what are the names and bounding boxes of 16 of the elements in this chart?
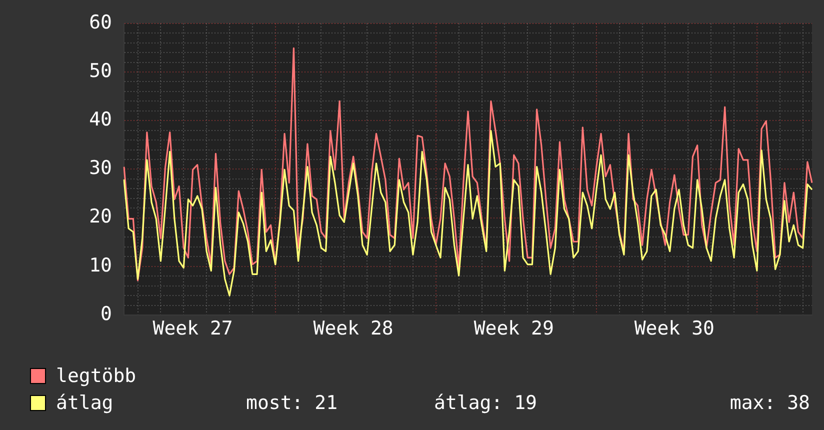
y-tick-label: 10 [89, 254, 112, 276]
legend-label: legtöbb [56, 364, 138, 386]
y-tick-label: 0 [100, 302, 112, 325]
y-tick-label: 20 [89, 206, 112, 228]
y-tick-label: 60 [89, 11, 112, 34]
x-tick-label: Week 28 [313, 317, 394, 340]
text: átlag: 19 [434, 392, 538, 414]
y-tick-label: 30 [89, 157, 112, 180]
y-tick-label: 40 [89, 108, 112, 131]
legend-label: átlag [56, 392, 114, 414]
text: most: 21 [246, 392, 339, 414]
x-tick-label: Week 29 [474, 317, 554, 340]
text: max: 38 [728, 392, 810, 414]
x-tick-label: Week 27 [152, 317, 233, 340]
x-tick-label: Week 30 [634, 317, 714, 340]
y-tick-label: 50 [89, 60, 112, 82]
